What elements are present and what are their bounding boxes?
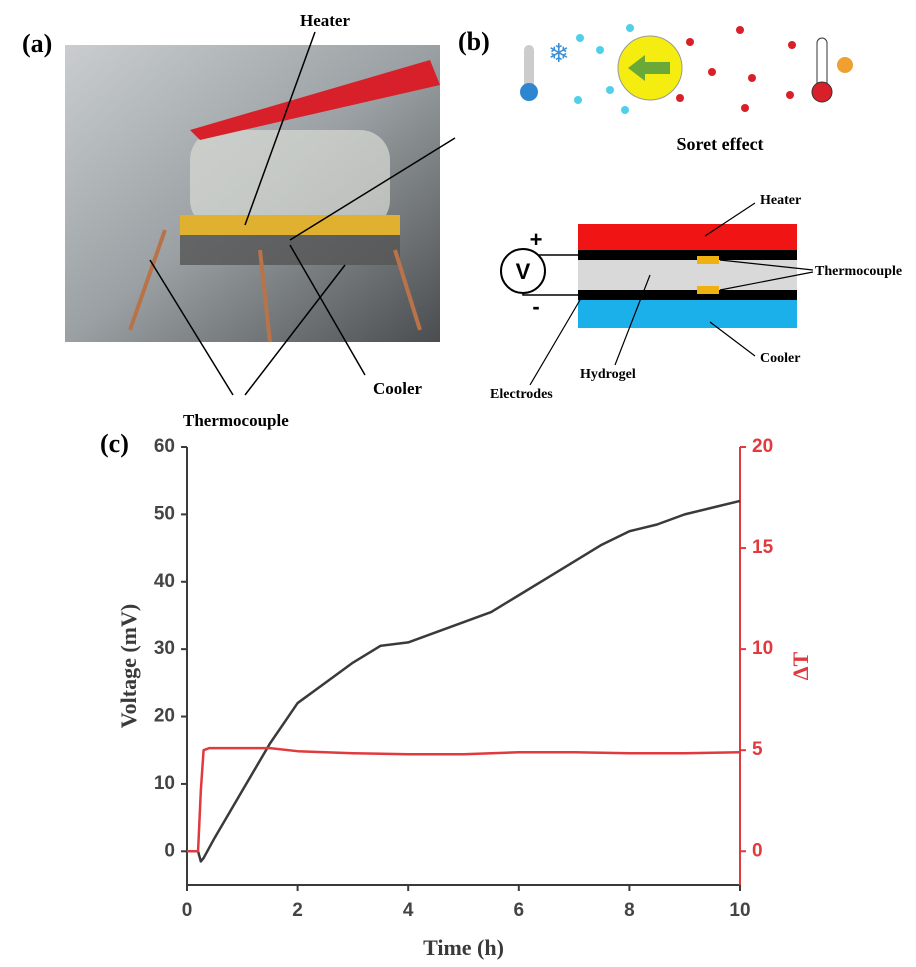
thermometer	[524, 45, 534, 90]
x-tick-label: 4	[403, 900, 414, 921]
panel-label: (a)	[22, 29, 52, 58]
hydrogel-layer	[578, 260, 797, 290]
thermometer	[816, 37, 828, 89]
y-tick-label: 50	[154, 503, 175, 524]
chart: 0 2 4 6 8 10 0 10 20 30 40 50 60 0 5 10 15 20 Time (h) Volt…	[116, 436, 813, 960]
minus: -	[532, 294, 539, 319]
electrode	[578, 250, 797, 260]
thermocouple-tip	[697, 256, 719, 264]
panel-a: (a) Heater Cooler Thermocouple	[22, 11, 456, 430]
thermocouple-tip	[697, 286, 719, 294]
electrode	[578, 290, 797, 300]
panel-label: (b)	[458, 27, 490, 56]
panel-b: (b) ❄ Soret effect V + - Heater Thermoco…	[458, 24, 902, 402]
label: Heater	[760, 193, 801, 208]
series-line	[196, 499, 741, 863]
y-axis-label: Voltage (mV)	[116, 604, 141, 728]
y2-tick-label: 5	[752, 739, 763, 760]
y2-tick-label: 0	[752, 840, 763, 861]
voltmeter-label: V	[516, 259, 531, 284]
label: Thermocouple	[183, 411, 289, 430]
leader-lines	[529, 202, 814, 386]
x-tick-label: 0	[182, 900, 193, 921]
label: Thermocouple	[815, 264, 902, 279]
sun	[837, 57, 853, 73]
cold-particles	[574, 24, 634, 114]
y2-axis-label: ΔT	[788, 651, 813, 680]
panel-label: (c)	[100, 429, 129, 458]
y-tick-label: 30	[154, 638, 175, 659]
thermometer-bulb	[520, 83, 538, 101]
heater-strip	[180, 215, 400, 235]
series-line	[187, 746, 741, 853]
y2-tick-label: 15	[752, 537, 774, 558]
y2-tick-label: 10	[752, 638, 773, 659]
label: Heater	[300, 11, 350, 30]
label: Cooler	[373, 379, 423, 398]
cooler-layer	[578, 300, 797, 328]
label: Cooler	[760, 351, 800, 366]
label: Electrodes	[490, 387, 553, 402]
x-tick-label: 2	[292, 900, 303, 921]
x-tick-label: 8	[624, 900, 635, 921]
y-tick-label: 20	[154, 706, 175, 727]
arrow	[628, 55, 670, 81]
x-tick-label: 6	[514, 900, 525, 921]
wires	[128, 229, 422, 343]
plus: +	[530, 227, 543, 252]
hot-particles	[676, 26, 796, 112]
y-tick-label: 10	[154, 773, 175, 794]
snowflake: ❄	[548, 39, 570, 69]
caption: Soret effect	[676, 134, 763, 154]
y2-tick-label: 20	[752, 436, 773, 457]
probe	[190, 60, 440, 140]
y-tick-label: 0	[164, 840, 175, 861]
label: Hydrogel	[580, 367, 636, 382]
y-tick-label: 60	[154, 436, 175, 457]
tube	[190, 130, 390, 230]
y-tick-label: 40	[154, 571, 175, 592]
voltmeter	[500, 248, 546, 294]
thermometer-bulb	[811, 81, 833, 103]
x-tick-label: 10	[729, 900, 750, 921]
leader-lines	[149, 31, 456, 396]
x-axis-label: Time (h)	[423, 935, 504, 960]
heater-layer	[578, 224, 797, 250]
